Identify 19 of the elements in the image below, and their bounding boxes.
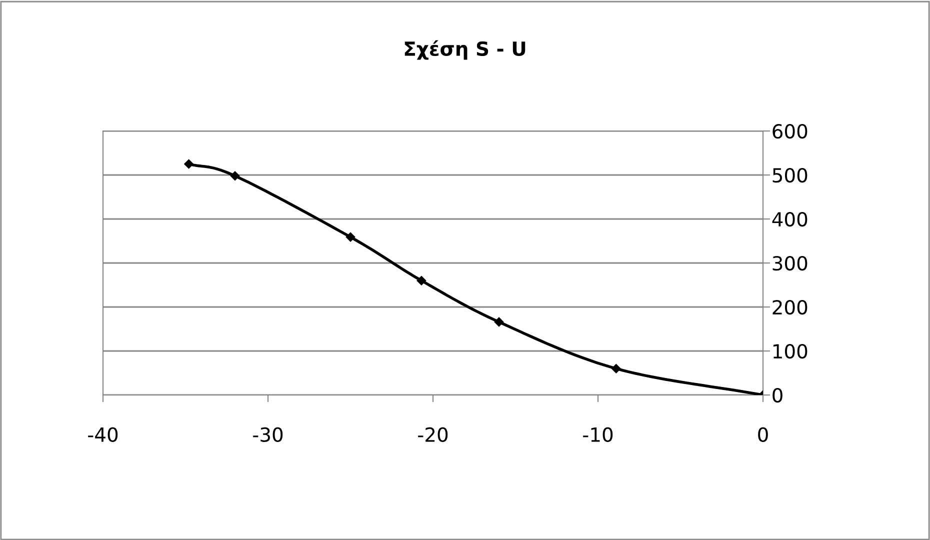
- y-tick-label: 300: [772, 256, 808, 271]
- chart-title: Σχέση S - U: [404, 40, 526, 60]
- y-tick-label: 100: [773, 344, 808, 359]
- x-tick-label: -20: [418, 427, 448, 442]
- point: [230, 171, 240, 181]
- y-tick-label: 400: [772, 212, 808, 227]
- point: [416, 276, 426, 286]
- point: [184, 159, 194, 169]
- point: [494, 317, 504, 327]
- y-tick-label: 500: [772, 168, 808, 183]
- x-tick-label: -30: [253, 427, 283, 442]
- x-tick-label: -40: [88, 427, 118, 442]
- y-tick-label: 200: [772, 300, 808, 315]
- x-tick-label: 0: [758, 427, 768, 442]
- y-tick-label: 600: [772, 124, 808, 139]
- y-tick-label: 0: [772, 388, 782, 403]
- point: [346, 232, 356, 242]
- x-tick-label: -10: [583, 427, 613, 442]
- point: [612, 364, 621, 374]
